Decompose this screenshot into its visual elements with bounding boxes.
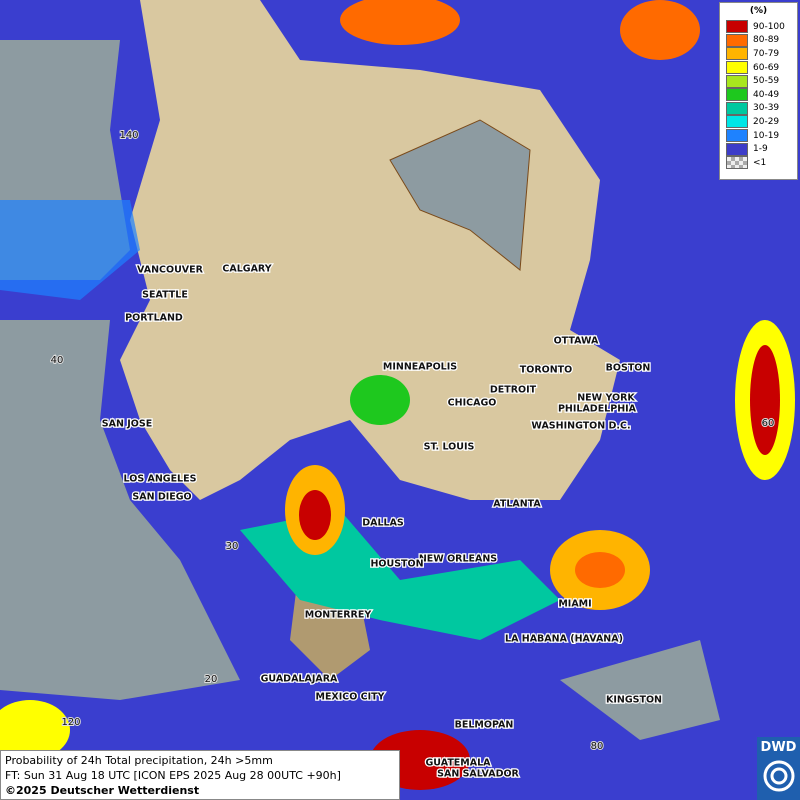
legend-swatch xyxy=(726,74,748,88)
logo-text: DWD xyxy=(760,740,797,755)
city-label: VANCOUVER xyxy=(137,265,204,276)
city-label: PORTLAND xyxy=(125,313,183,324)
legend-item: 50-59 xyxy=(720,74,797,88)
city-label: SAN JOSE xyxy=(102,419,152,430)
legend-item: 30-39 xyxy=(720,101,797,116)
legend-label: <1 xyxy=(753,157,767,168)
legend-item: 1-9 xyxy=(720,142,797,156)
city-label: ATLANTA xyxy=(493,499,541,510)
city-label: TORONTO xyxy=(520,365,572,376)
info-line: ©2025 Deutscher Wetterdienst xyxy=(5,784,200,797)
legend-swatch xyxy=(726,129,748,143)
city-label: ST. LOUIS xyxy=(424,442,475,453)
precip xyxy=(0,700,70,760)
legend-swatch xyxy=(726,61,748,75)
city-label: NEW YORK xyxy=(577,393,635,404)
city-label: DALLAS xyxy=(362,518,404,529)
city-label: CALGARY xyxy=(222,264,271,275)
city-label: LA HABANA (HAVANA) xyxy=(505,634,623,645)
legend-label: 1-9 xyxy=(753,144,768,155)
legend-label: 70-79 xyxy=(753,48,780,59)
info-line: Probability of 24h Total precipitation, … xyxy=(5,754,273,767)
city-label: MIAMI xyxy=(558,599,591,610)
city-label: CHICAGO xyxy=(448,398,497,409)
legend-swatch xyxy=(726,20,748,34)
ocean xyxy=(0,320,240,700)
city-label: SAN SALVADOR xyxy=(437,769,519,780)
legend-swatch xyxy=(726,142,748,156)
precip xyxy=(340,0,460,45)
city-label: MONTERREY xyxy=(305,610,372,621)
grid-label: 80 xyxy=(591,741,604,752)
legend-swatch xyxy=(726,115,748,129)
grid-label: 30 xyxy=(226,541,239,552)
city-label: GUADALAJARA xyxy=(261,674,338,685)
legend-label: 50-59 xyxy=(753,76,780,87)
city-label: SAN DIEGO xyxy=(132,492,191,503)
sea xyxy=(560,640,720,740)
legend-title: (%) xyxy=(749,6,768,16)
precip xyxy=(575,552,625,588)
precip xyxy=(620,0,700,60)
city-label: BELMOPAN xyxy=(455,720,514,731)
legend-swatch xyxy=(726,156,748,170)
legend-item: <1 xyxy=(720,156,797,170)
legend-label: 90-100 xyxy=(753,21,785,32)
city-label: KINGSTON xyxy=(606,695,662,706)
legend-label: 30-39 xyxy=(753,103,780,114)
grid-label: 20 xyxy=(205,674,218,685)
precip xyxy=(350,375,410,425)
precip xyxy=(750,345,780,455)
legend-swatch xyxy=(726,88,748,102)
legend-label: 80-89 xyxy=(753,35,780,46)
legend-item: 10-19 xyxy=(720,129,797,143)
legend-item: 60-69 xyxy=(720,61,797,75)
legend: (%) 90-100 80-89 70-79 60-69 50-59 40-49 30-39… xyxy=(719,2,798,180)
legend-item: 90-100 xyxy=(720,20,797,34)
logo-icon xyxy=(763,760,794,792)
logo: DWD xyxy=(757,737,800,800)
precip xyxy=(299,490,331,540)
grid-label: 60 xyxy=(762,418,775,429)
city-label: LOS ANGELES xyxy=(124,474,197,485)
legend-item: 40-49 xyxy=(720,88,797,102)
legend-swatch xyxy=(726,47,748,61)
legend-swatch xyxy=(726,101,748,115)
legend-label: 10-19 xyxy=(753,130,780,141)
city-label: MEXICO CITY xyxy=(315,692,384,703)
city-label: HOUSTON xyxy=(370,559,423,570)
grid-label: 40 xyxy=(51,355,64,366)
legend-label: 40-49 xyxy=(753,89,780,100)
city-label: WASHINGTON D.C. xyxy=(531,421,630,432)
city-label: PHILADELPHIA xyxy=(558,404,637,415)
city-label: BOSTON xyxy=(606,363,651,374)
city-label: DETROIT xyxy=(490,385,537,396)
city-label: MINNEAPOLIS xyxy=(383,362,457,373)
legend-item: 70-79 xyxy=(720,47,797,61)
land xyxy=(120,0,620,500)
precip xyxy=(0,200,140,300)
legend-swatch xyxy=(726,33,748,47)
legend-label: 60-69 xyxy=(753,62,780,73)
info-line: FT: Sun 31 Aug 18 UTC [ICON EPS 2025 Aug… xyxy=(5,769,341,782)
legend-item: 20-29 xyxy=(720,115,797,129)
info-box: Probability of 24h Total precipitation, … xyxy=(0,750,400,800)
legend-label: 20-29 xyxy=(753,116,780,127)
grid-label: 120 xyxy=(61,717,80,728)
grid-label: 140 xyxy=(119,130,138,141)
city-label: GUATEMALA xyxy=(425,758,491,769)
hudson-bay xyxy=(389,119,531,271)
city-label: SEATTLE xyxy=(142,290,188,301)
city-label: OTTAWA xyxy=(554,336,599,347)
legend-item: 80-89 xyxy=(720,33,797,48)
city-label: NEW ORLEANS xyxy=(419,554,497,565)
